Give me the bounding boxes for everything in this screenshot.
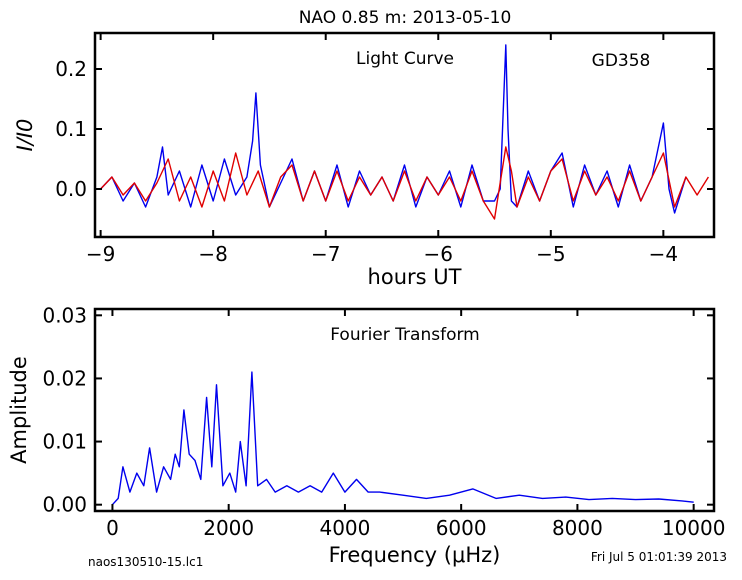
- y-tick-label: 0.03: [42, 303, 87, 327]
- annotation-2: GD358: [592, 51, 651, 71]
- x-tick-label: −6: [424, 242, 453, 266]
- y-axis-label: I/I0: [13, 119, 37, 152]
- x-tick-label: 4000: [319, 516, 370, 540]
- y-tick-label: 0.01: [42, 430, 87, 454]
- footer-timestamp: Fri Jul 5 01:01:39 2013: [591, 550, 727, 564]
- figure-title: NAO 0.85 m: 2013-05-10: [299, 8, 512, 28]
- y-tick-label: 0.1: [55, 117, 87, 141]
- footer-filename: naos130510-15.lc1: [88, 555, 203, 569]
- y-tick-label: 0.00: [42, 493, 87, 517]
- series-line-1: [111, 371, 694, 506]
- x-tick-label: −4: [649, 242, 678, 266]
- light-curve-panel: −9 −8 −7 −6 −5 −4 0.0 0.1 0.2 hours UT I/I0 Light C…: [13, 31, 716, 289]
- series-line-1: [100, 44, 687, 214]
- x-tick-label: 10000: [662, 516, 726, 540]
- x-axis-label: Frequency (μHz): [329, 543, 501, 567]
- plot-frame: [93, 307, 716, 513]
- y-tick-label: 0.0: [55, 177, 87, 201]
- y-tick-label: 0.2: [55, 57, 87, 81]
- annotation-1: Light Curve: [356, 49, 454, 69]
- x-tick-label: 6000: [436, 516, 487, 540]
- x-tick-label: −8: [198, 242, 227, 266]
- plot-frame: [93, 31, 716, 239]
- fourier-transform-panel: 0 2000 4000 6000 8000 10000 0.00 0.01 0.02 0.03 Fr…: [7, 303, 725, 567]
- x-tick-label: 0: [106, 516, 119, 540]
- y-axis-label: Amplitude: [7, 356, 31, 464]
- x-tick-label: −7: [311, 242, 340, 266]
- x-tick-label: 2000: [203, 516, 254, 540]
- x-axis-label: hours UT: [368, 265, 462, 289]
- annotation-1: Fourier Transform: [330, 325, 479, 345]
- y-tick-label: 0.02: [42, 366, 87, 390]
- x-tick-label: −5: [536, 242, 565, 266]
- x-tick-label: −9: [86, 242, 115, 266]
- series-line-2: [100, 146, 709, 220]
- x-tick-label: 8000: [552, 516, 603, 540]
